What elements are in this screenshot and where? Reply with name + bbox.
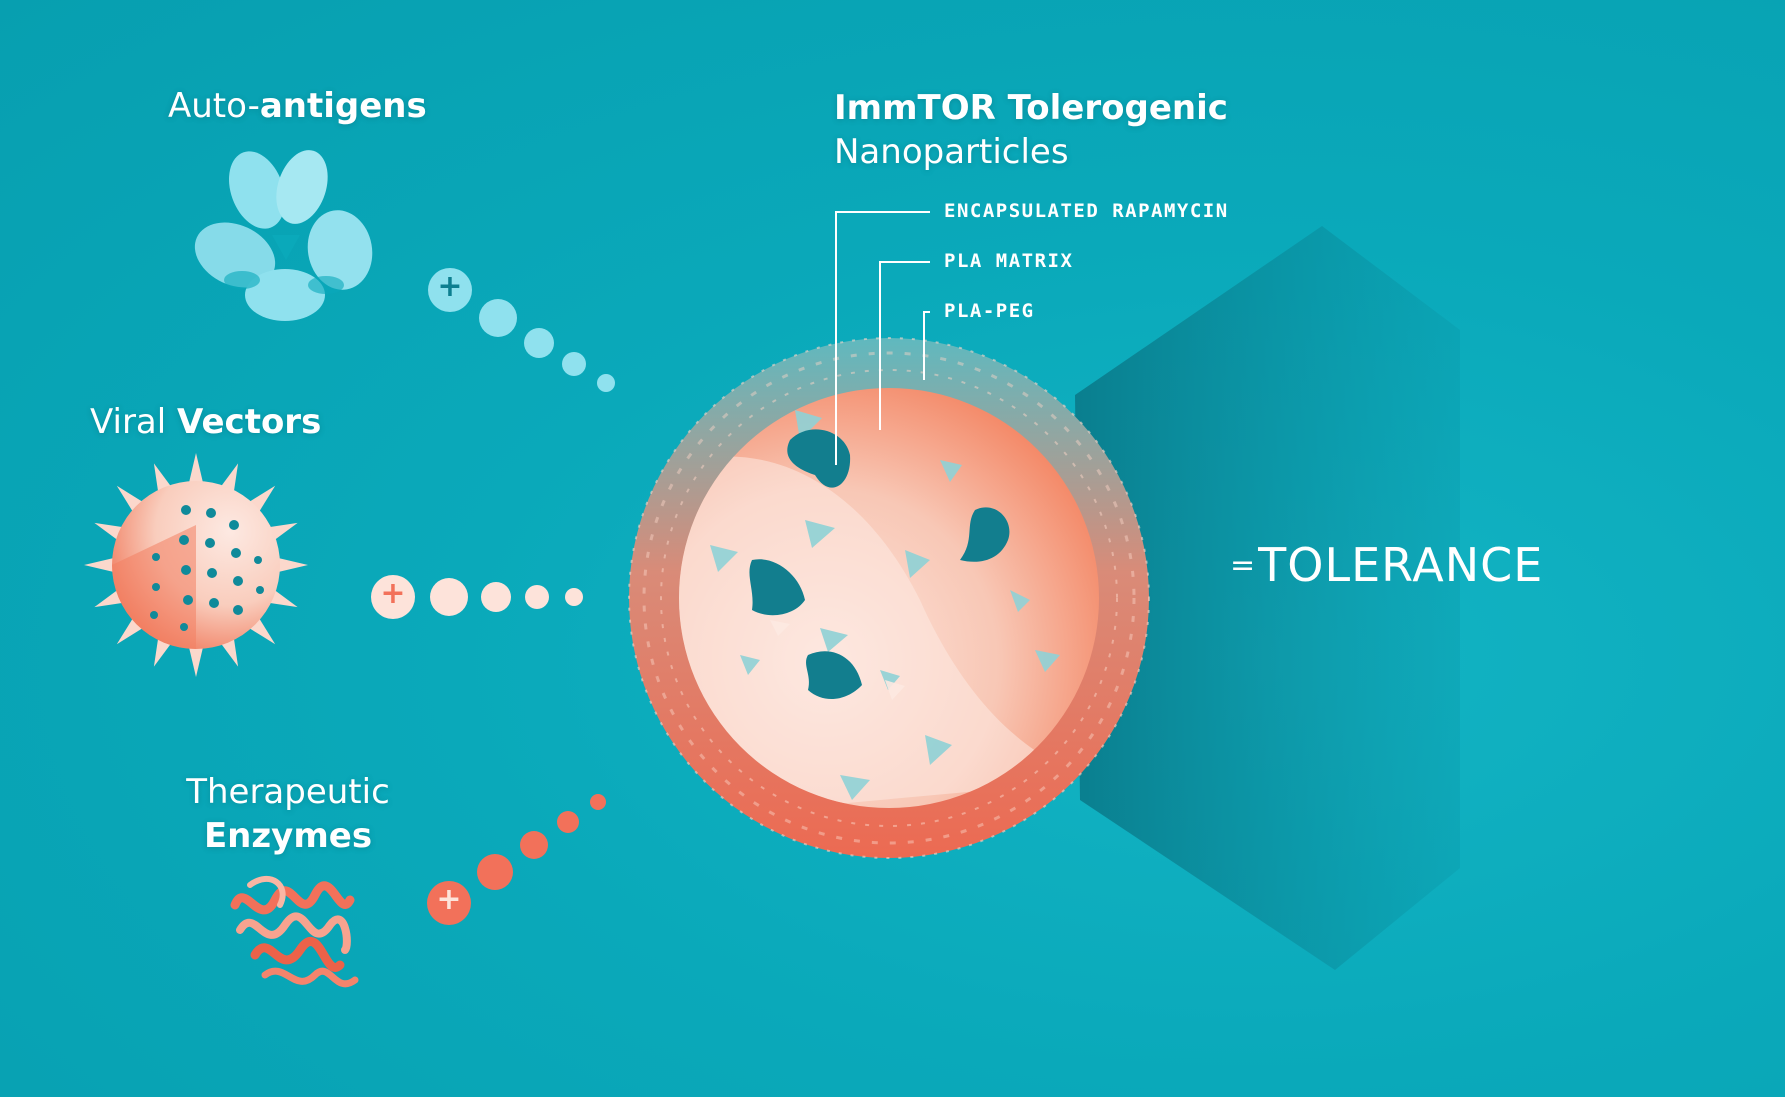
viral-vector-icon xyxy=(84,453,308,677)
nanoparticle-title-light: Nanoparticles xyxy=(834,132,1069,172)
nanoparticle-title-bold: ImmTOR Tolerogenic xyxy=(834,88,1228,128)
plus-circle-enzyme xyxy=(427,881,471,925)
callout-pla-matrix: PLA MATRIX xyxy=(944,250,1074,272)
auto-antigen-icon xyxy=(194,150,373,321)
label-therapeutic-enzymes: Therapeutic Enzymes xyxy=(186,770,390,858)
plus-circle-antigen xyxy=(428,268,472,312)
label-auto-antigens: Auto-antigens xyxy=(168,84,427,128)
leader-pla-peg xyxy=(923,311,930,380)
plus-sign-enzyme: + xyxy=(436,882,462,917)
callout-encapsulated-rapamycin: ENCAPSULATED RAPAMYCIN xyxy=(944,200,1229,222)
callout-pla-peg: PLA-PEG xyxy=(944,300,1035,322)
enzyme-connector xyxy=(427,794,606,925)
label-viral-vectors-light: Viral xyxy=(90,402,178,442)
nanoparticle xyxy=(628,337,1150,859)
plus-sign-vector: + xyxy=(380,576,406,611)
nanoparticle-title: ImmTOR Tolerogenic Nanoparticles xyxy=(834,86,1228,174)
result-label: TOLERANCE xyxy=(1258,538,1544,592)
label-viral-vectors-bold: Vectors xyxy=(177,402,322,442)
plus-circle-vector xyxy=(371,575,415,619)
leader-rapamycin xyxy=(835,211,930,465)
label-auto-antigens-bold: antigens xyxy=(259,86,427,126)
label-viral-vectors: Viral Vectors xyxy=(90,400,321,444)
label-auto-antigens-light: Auto- xyxy=(168,86,260,126)
vector-connector xyxy=(371,575,583,619)
label-enzymes-bold: Enzymes xyxy=(203,816,373,856)
plus-sign-antigen: + xyxy=(437,269,463,304)
result-equals: = xyxy=(1230,548,1257,583)
enzyme-icon xyxy=(230,876,359,988)
tolerance-beam xyxy=(1075,226,1460,970)
antigen-connector xyxy=(428,268,615,392)
label-therapeutic-light: Therapeutic xyxy=(186,772,390,812)
callout-lines xyxy=(835,211,930,465)
leader-pla-matrix xyxy=(879,261,930,430)
result-tolerance: =TOLERANCE xyxy=(1230,538,1543,592)
